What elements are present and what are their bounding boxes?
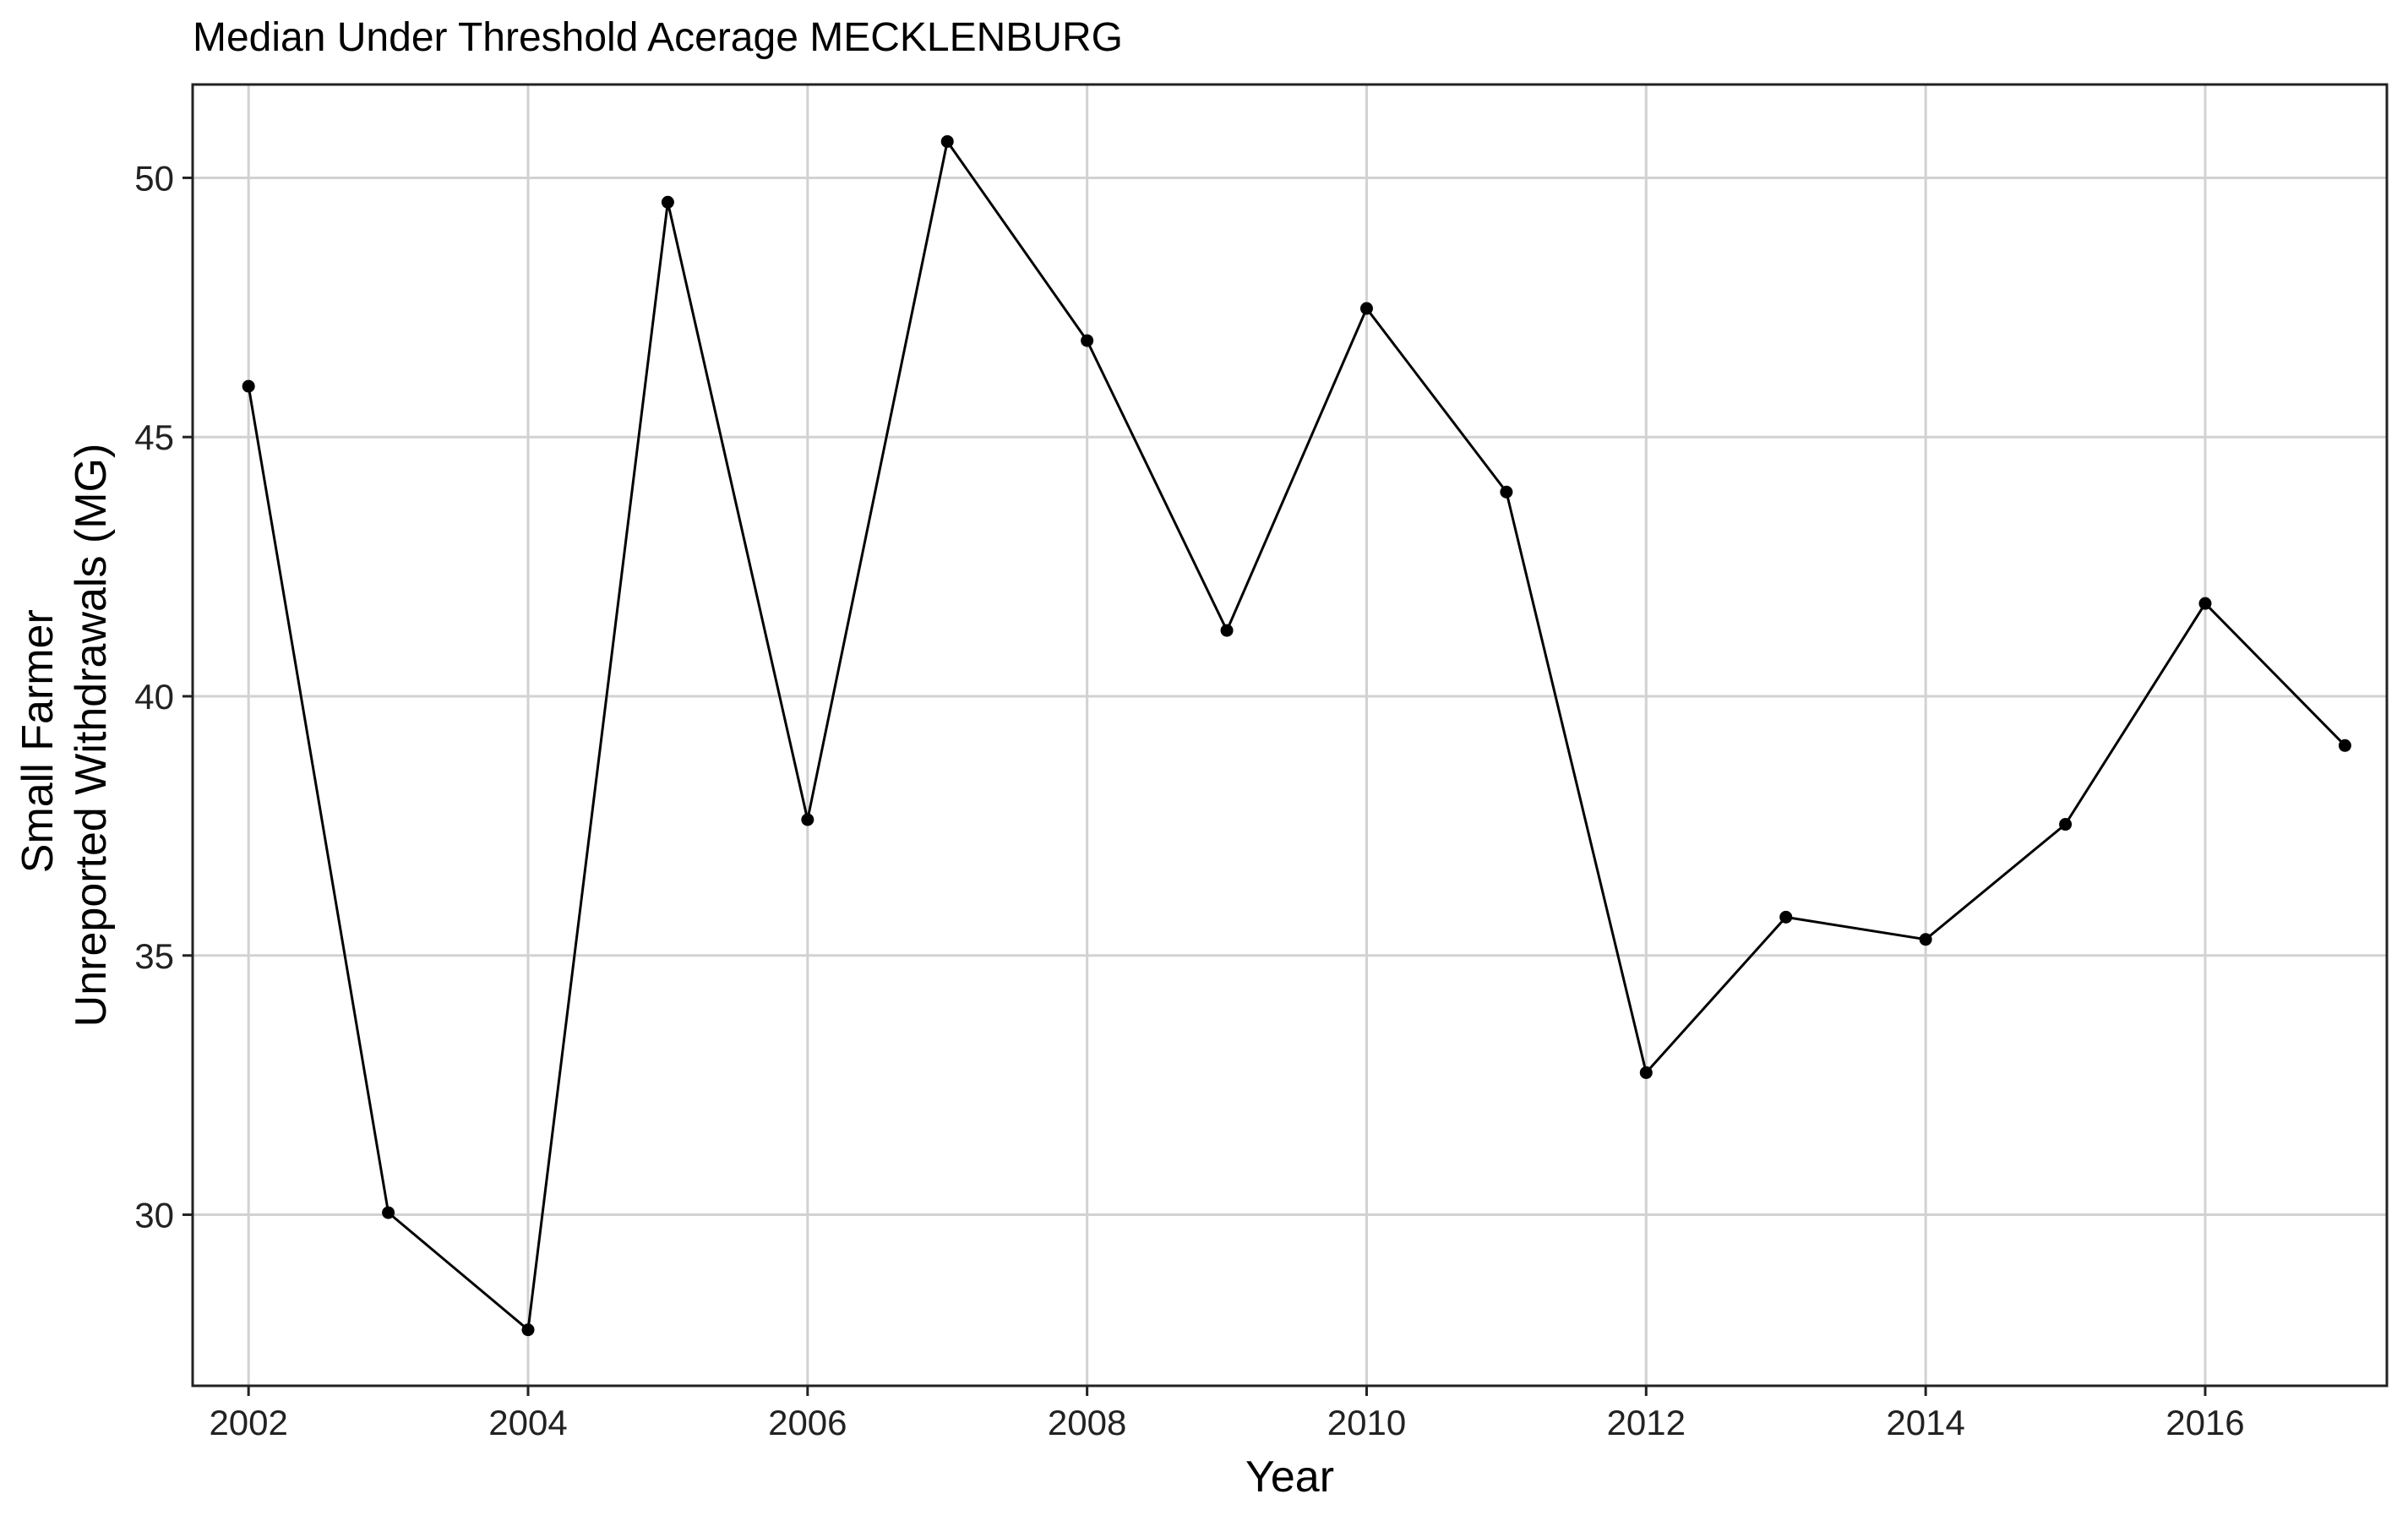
x-tick-label: 2012: [1607, 1403, 1686, 1442]
series-layer: [242, 134, 2351, 1337]
data-point: [1220, 624, 1234, 637]
y-axis-title-line-2: Unreported Withdrawals (MG): [67, 444, 116, 1028]
data-point: [2338, 739, 2351, 752]
data-point: [661, 195, 674, 209]
x-tick-label: 2010: [1327, 1403, 1406, 1442]
y-tick-label: 45: [134, 417, 174, 457]
data-point: [1500, 485, 1513, 499]
y-tick-label: 35: [134, 936, 174, 976]
x-tick-label: 2002: [209, 1403, 287, 1442]
plot-panel-border: [191, 83, 2389, 1387]
y-tick-label: 40: [134, 677, 174, 717]
data-point: [2059, 818, 2073, 831]
data-point: [382, 1206, 395, 1219]
axis-ticks: 2002 2004 2006 2008 2010 2012 2014 2016 30 35 40 45…: [134, 158, 2244, 1442]
data-point: [1919, 933, 1932, 946]
chart-title: Median Under Threshold Acerage MECKLENBU…: [193, 15, 1123, 60]
data-point: [1081, 334, 1094, 347]
data-point: [2198, 597, 2212, 610]
x-tick-label: 2016: [2166, 1403, 2244, 1442]
x-tick-label: 2004: [488, 1403, 567, 1442]
data-point: [1639, 1066, 1653, 1079]
data-point: [1359, 302, 1373, 315]
x-tick-label: 2008: [1048, 1403, 1126, 1442]
x-tick-label: 2006: [768, 1403, 847, 1442]
data-point: [801, 813, 814, 826]
series-line: [247, 138, 2346, 1333]
y-tick-label: 50: [134, 158, 174, 198]
grid: [193, 84, 2387, 1386]
data-point: [940, 134, 954, 148]
x-axis-title: Year: [1245, 1453, 1334, 1502]
data-point: [1779, 910, 1793, 924]
y-axis-title: Small Farmer Unreported Withdrawals (MG): [14, 444, 116, 1028]
x-tick-label: 2014: [1886, 1403, 1964, 1442]
data-point: [521, 1323, 535, 1337]
data-point: [242, 379, 255, 393]
y-tick-label: 30: [134, 1196, 174, 1235]
y-axis-title-line-1: Small Farmer: [14, 609, 63, 873]
